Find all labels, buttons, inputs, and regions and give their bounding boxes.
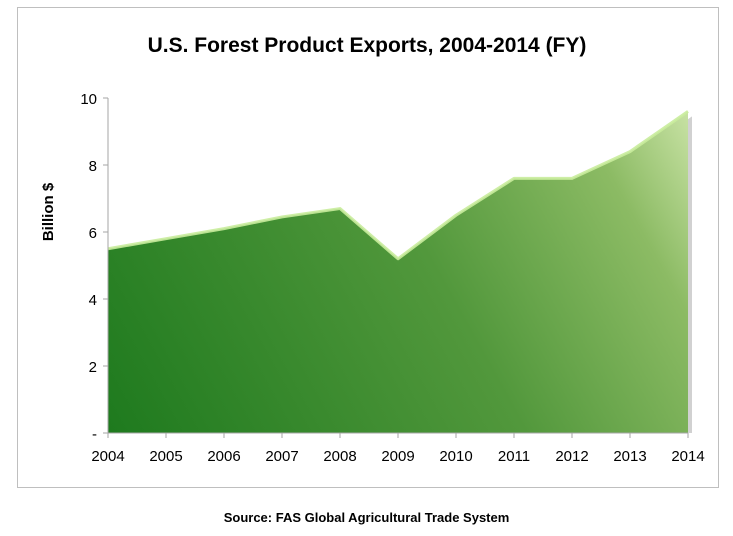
- data-point-2005: [166, 238, 167, 239]
- data-point-2012: [572, 178, 573, 179]
- source-note: Source: FAS Global Agricultural Trade Sy…: [223, 510, 510, 525]
- data-point-2011: [514, 178, 515, 179]
- y-tick-label: 6: [89, 225, 97, 242]
- y-axis-label: Billion $: [40, 182, 57, 241]
- x-tick-label: 2011: [498, 448, 530, 465]
- data-point-2010: [456, 215, 457, 216]
- y-tick-label: 10: [80, 91, 97, 108]
- data-point-2013: [630, 151, 631, 152]
- x-tick-label: 2007: [265, 448, 298, 465]
- x-tick-label: 2006: [207, 448, 240, 465]
- data-point-2006: [224, 228, 225, 229]
- data-point-2007: [282, 216, 283, 217]
- data-point-2008: [340, 208, 341, 209]
- x-tick-label: 2008: [323, 448, 356, 465]
- y-tick-label: 4: [89, 292, 97, 309]
- area-series: [108, 111, 688, 434]
- chart-title: U.S. Forest Product Exports, 2004-2014 (…: [148, 34, 587, 57]
- y-tick-label: 8: [89, 158, 97, 175]
- data-point-2009: [398, 258, 399, 259]
- area-top-edge: [107, 110, 689, 261]
- y-tick-label: -: [92, 426, 97, 443]
- x-tick-label: 2004: [91, 448, 124, 465]
- y-tick-label: 2: [89, 359, 97, 376]
- x-tick-label: 2012: [555, 448, 588, 465]
- x-tick-label: 2005: [149, 448, 182, 465]
- x-tick-label: 2010: [439, 448, 472, 465]
- data-point-2014: [688, 111, 689, 112]
- x-tick-label: 2009: [381, 448, 414, 465]
- x-tick-label: 2014: [671, 448, 704, 465]
- x-tick-label: 2013: [613, 448, 646, 465]
